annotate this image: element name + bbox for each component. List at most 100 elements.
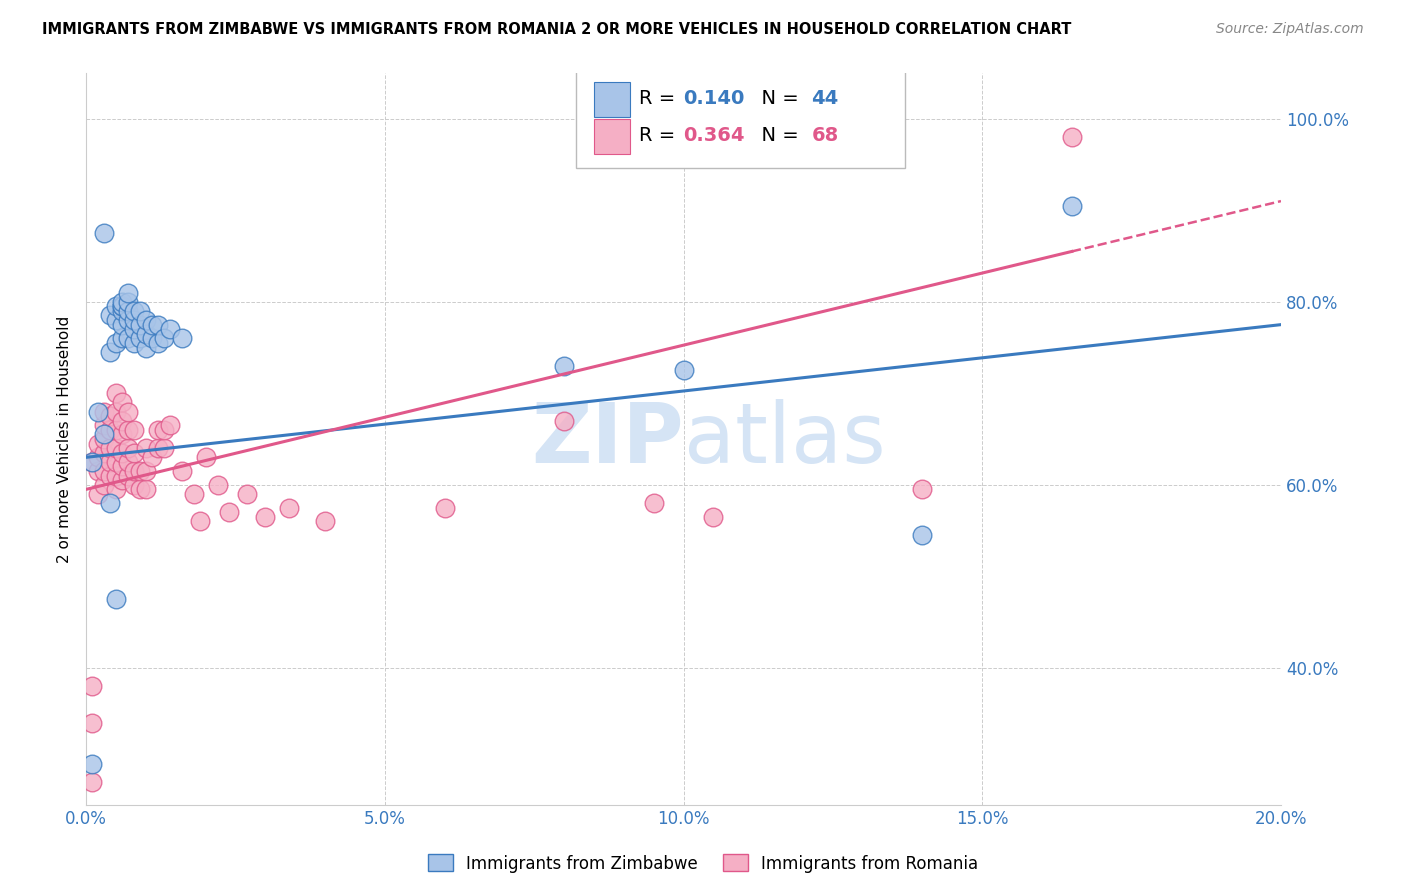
Point	[183, 487, 205, 501]
Point	[98, 441, 121, 455]
Point	[207, 477, 229, 491]
Point	[98, 496, 121, 510]
Point	[135, 464, 157, 478]
Y-axis label: 2 or more Vehicles in Household: 2 or more Vehicles in Household	[58, 316, 72, 563]
Point	[553, 414, 575, 428]
Point	[87, 487, 110, 501]
Point	[553, 359, 575, 373]
Point	[104, 483, 127, 497]
Point	[128, 331, 150, 345]
Point	[122, 335, 145, 350]
Legend: Immigrants from Zimbabwe, Immigrants from Romania: Immigrants from Zimbabwe, Immigrants fro…	[420, 847, 986, 880]
Point	[80, 455, 103, 469]
Text: IMMIGRANTS FROM ZIMBABWE VS IMMIGRANTS FROM ROMANIA 2 OR MORE VEHICLES IN HOUSEH: IMMIGRANTS FROM ZIMBABWE VS IMMIGRANTS F…	[42, 22, 1071, 37]
Point	[117, 313, 139, 327]
Point	[117, 441, 139, 455]
Point	[135, 441, 157, 455]
Point	[122, 446, 145, 460]
Point	[117, 294, 139, 309]
Point	[128, 318, 150, 332]
Point	[1060, 199, 1083, 213]
Point	[122, 477, 145, 491]
Point	[135, 313, 157, 327]
Point	[93, 446, 115, 460]
Point	[111, 331, 134, 345]
Point	[117, 404, 139, 418]
Text: ZIP: ZIP	[531, 399, 683, 480]
Point	[702, 509, 724, 524]
Point	[135, 341, 157, 355]
Point	[152, 331, 174, 345]
Point	[128, 304, 150, 318]
Point	[117, 423, 139, 437]
Text: R =: R =	[640, 89, 682, 108]
Text: R =: R =	[640, 126, 682, 145]
Point	[146, 423, 169, 437]
Point	[1060, 130, 1083, 145]
Point	[93, 464, 115, 478]
FancyBboxPatch shape	[576, 70, 904, 169]
Point	[111, 395, 134, 409]
Bar	[593, 120, 630, 153]
Text: 0.364: 0.364	[683, 126, 745, 145]
Text: 68: 68	[811, 126, 838, 145]
Point	[152, 423, 174, 437]
Point	[278, 500, 301, 515]
Point	[93, 404, 115, 418]
Point	[111, 473, 134, 487]
Point	[104, 592, 127, 607]
Point	[128, 483, 150, 497]
Point	[87, 464, 110, 478]
Point	[104, 423, 127, 437]
Point	[117, 468, 139, 483]
Point	[87, 404, 110, 418]
Point	[98, 345, 121, 359]
Point	[314, 515, 336, 529]
Point	[141, 450, 163, 465]
Text: N =: N =	[749, 89, 806, 108]
Text: atlas: atlas	[683, 399, 886, 480]
Point	[254, 509, 277, 524]
Point	[122, 464, 145, 478]
Point	[80, 455, 103, 469]
Point	[104, 299, 127, 313]
Point	[236, 487, 259, 501]
Point	[80, 756, 103, 771]
Point	[104, 441, 127, 455]
Point	[104, 455, 127, 469]
Point	[111, 299, 134, 313]
Text: 44: 44	[811, 89, 838, 108]
Point	[87, 450, 110, 465]
Point	[146, 335, 169, 350]
Point	[111, 459, 134, 474]
Point	[111, 414, 134, 428]
Point	[117, 455, 139, 469]
Point	[117, 331, 139, 345]
Point	[135, 326, 157, 341]
Point	[433, 500, 456, 515]
Point	[141, 331, 163, 345]
Bar	[593, 82, 630, 117]
Point	[117, 285, 139, 300]
Point	[104, 335, 127, 350]
Point	[117, 304, 139, 318]
Point	[104, 468, 127, 483]
Point	[104, 386, 127, 401]
Point	[170, 331, 193, 345]
Point	[122, 322, 145, 336]
Point	[111, 299, 134, 313]
Point	[98, 468, 121, 483]
Point	[93, 432, 115, 446]
Point	[111, 304, 134, 318]
Point	[80, 775, 103, 789]
Point	[128, 464, 150, 478]
Point	[93, 477, 115, 491]
Point	[104, 313, 127, 327]
Point	[122, 423, 145, 437]
Point	[911, 483, 934, 497]
Point	[122, 313, 145, 327]
Point	[87, 436, 110, 450]
Text: 0.140: 0.140	[683, 89, 745, 108]
Point	[93, 418, 115, 433]
Point	[159, 418, 181, 433]
